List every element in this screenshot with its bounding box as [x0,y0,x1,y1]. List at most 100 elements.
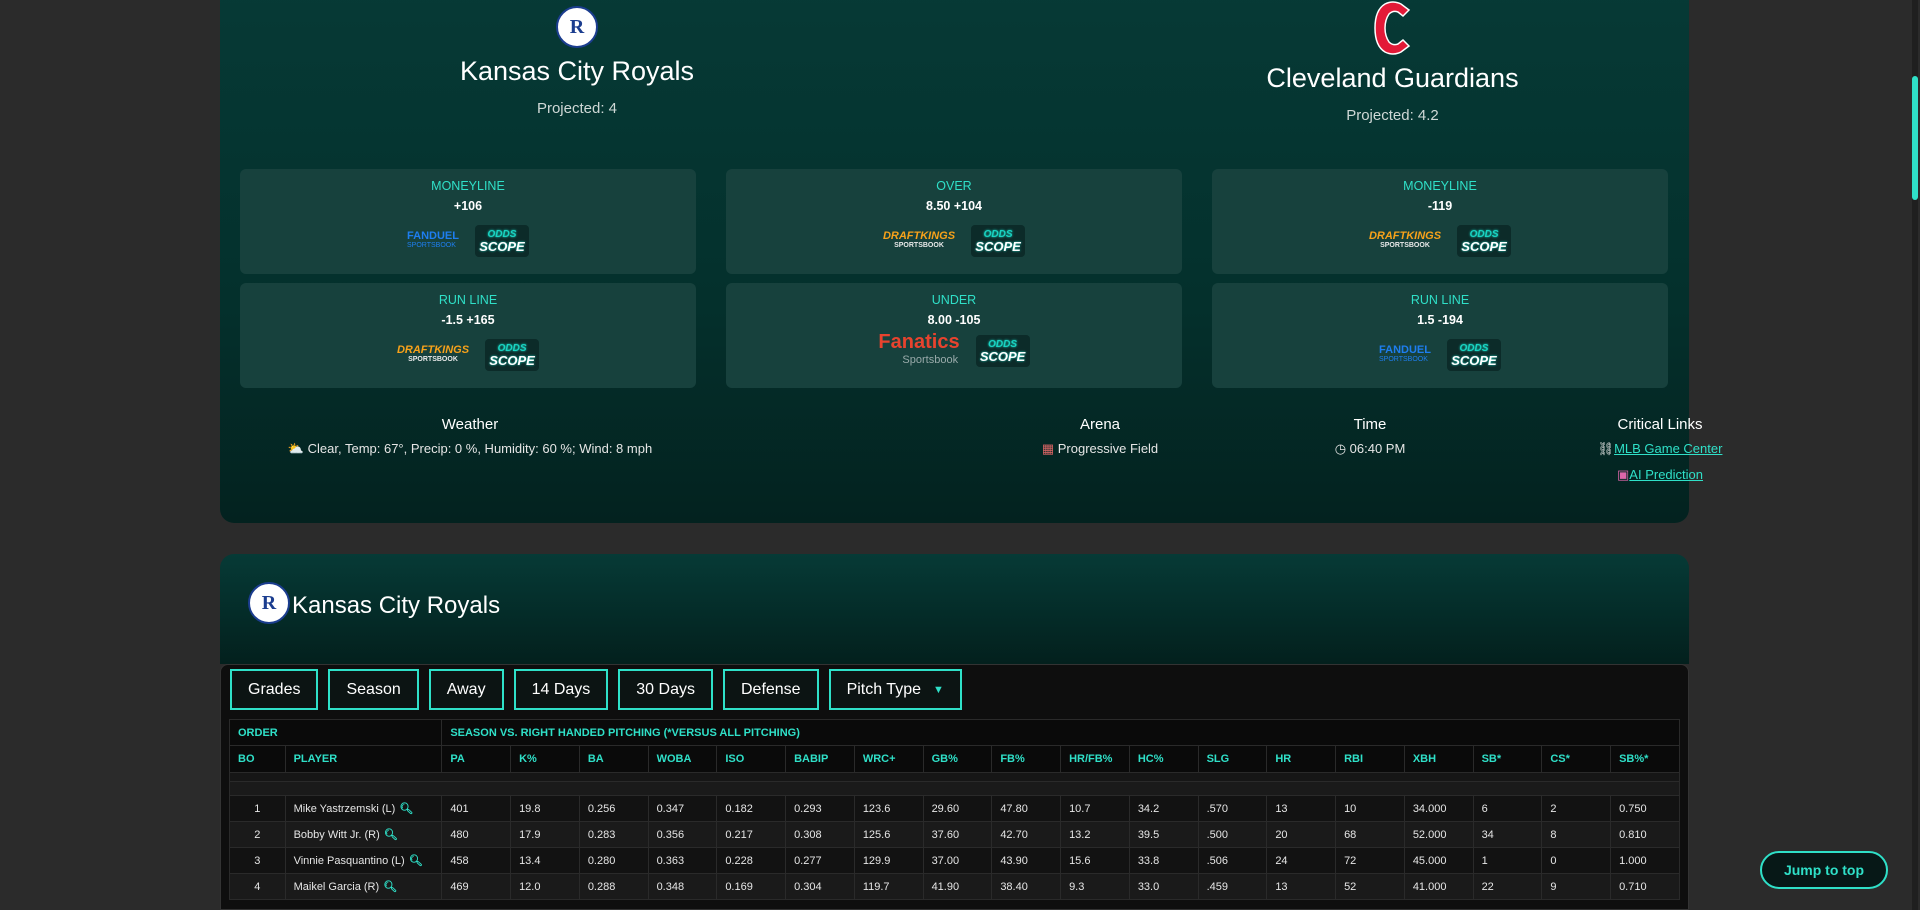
stat-cell: 37.00 [922,847,993,874]
royals-logo-icon: R [556,6,598,48]
fanduel-logo[interactable]: FANDUEL SPORTSBOOK [1379,344,1431,364]
stat-cell: 13.4 [510,847,580,874]
stat-cell: 13 [1266,873,1337,900]
table-row[interactable]: 4 Maikel Garcia (R) 🔍︎ 469 12.0 0.288 0.348 0.1… [229,873,1680,900]
stat-cell: 0.293 [785,795,855,822]
column-header[interactable]: HR/FB% [1060,745,1130,773]
mlb-game-center-link[interactable]: MLB Game Center [1614,441,1723,456]
stat-cell: 0.228 [716,847,787,874]
search-icon[interactable]: 🔍︎ [399,803,414,815]
column-header[interactable]: SB%* [1610,745,1680,773]
stadium-icon: ▦ [1041,441,1055,456]
batting-order-cell: 3 [229,847,286,874]
tab-defense[interactable]: Defense [722,669,819,710]
player-cell[interactable]: Bobby Witt Jr. (R) 🔍︎ [284,821,443,848]
odds-value: 8.50 +104 [926,199,982,213]
player-cell[interactable]: Vinnie Pasquantino (L) 🔍︎ [284,847,443,874]
odds-card-away-moneyline: MONEYLINE +106 FANDUEL SPORTSBOOK ODDS SCO… [240,169,696,274]
column-header[interactable]: RBI [1335,745,1405,773]
stat-cell: 8 [1541,821,1612,848]
table-row[interactable]: 2 Bobby Witt Jr. (R) 🔍︎ 480 17.9 0.283 0.356 0.… [229,821,1680,848]
tab-away[interactable]: Away [428,669,504,710]
table-row[interactable]: 1 Mike Yastrzemski (L) 🔍︎ 401 19.8 0.256 0.347… [229,795,1680,822]
odds-value: 1.5 -194 [1417,313,1463,327]
column-header[interactable]: WOBA [647,745,718,773]
tab-14-days[interactable]: 14 Days [513,669,609,710]
column-header[interactable]: FB% [991,745,1062,773]
stat-cell: 1.000 [1610,847,1680,874]
draftkings-logo[interactable]: DRAFTKINGS SPORTSBOOK [1368,230,1442,250]
column-header[interactable]: GB% [922,745,993,773]
oddsscope-logo[interactable]: ODDS SCOPE [975,335,1030,367]
column-header[interactable]: PLAYER [284,745,443,773]
column-header[interactable]: XBH [1403,745,1474,773]
arena-block: Arena ▦ Progressive Field [1000,416,1200,457]
stat-cell: 72 [1335,847,1405,874]
robot-icon: ▣ [1617,467,1630,482]
column-header[interactable]: ISO [716,745,787,773]
stat-cell: 0.217 [716,821,787,848]
stat-cell: 0.283 [578,821,649,848]
player-cell[interactable]: Mike Yastrzemski (L) 🔍︎ [284,795,443,822]
oddsscope-logo[interactable]: ODDS SCOPE [474,225,529,257]
odds-card-under: UNDER 8.00 -105 Fanatics Sportsbook ODDS S… [726,283,1182,388]
column-header[interactable]: WRC+ [853,745,924,773]
stat-cell: .570 [1197,795,1268,822]
links-block: Critical Links ⛓MLB Game Center ▣AI Pred… [1580,416,1740,483]
link-icon: ⛓ [1597,441,1615,456]
stat-cell: 68 [1335,821,1405,848]
draftkings-logo[interactable]: DRAFTKINGS SPORTSBOOK [882,230,956,250]
column-header[interactable]: HC% [1128,745,1199,773]
column-header[interactable]: PA [441,745,512,773]
scrollbar-thumb[interactable] [1912,76,1918,200]
stat-cell: 0.363 [647,847,718,874]
stat-cell: 33.0 [1128,873,1199,900]
column-header[interactable]: BO [229,745,286,773]
tab-30-days[interactable]: 30 Days [618,669,713,710]
stat-cell: 33.8 [1128,847,1199,874]
oddsscope-logo[interactable]: ODDS SCOPE [971,225,1026,257]
sun-cloud-icon: ⛅ [287,441,304,456]
stat-cell: 2 [1541,795,1612,822]
column-header[interactable]: HR [1266,745,1337,773]
fanatics-logo[interactable]: Fanatics Sportsbook [878,331,960,366]
time-block: Time ◷ 06:40 PM [1300,416,1440,457]
column-header[interactable]: SLG [1197,745,1268,773]
links-heading: Critical Links [1617,416,1703,433]
odds-label: RUN LINE [1410,293,1470,307]
column-header[interactable]: K% [510,745,580,773]
draftkings-logo[interactable]: DRAFTKINGS SPORTSBOOK [396,344,470,364]
stat-cell: 0.710 [1610,873,1680,900]
page-scrollbar[interactable] [1912,0,1918,910]
stat-cell: 20 [1266,821,1337,848]
oddsscope-logo[interactable]: ODDS SCOPE [485,339,540,371]
column-header[interactable]: BA [578,745,649,773]
search-icon[interactable]: 🔍︎ [383,829,398,841]
search-icon[interactable]: 🔍︎ [408,855,423,867]
column-header[interactable]: SB* [1472,745,1543,773]
table-row[interactable]: 3 Vinnie Pasquantino (L) 🔍︎ 458 13.4 0.280 0.3… [229,847,1680,874]
column-header[interactable]: CS* [1541,745,1612,773]
stat-cell: 0.169 [716,873,787,900]
ai-prediction-link[interactable]: AI Prediction [1629,467,1703,482]
stat-cell: 0.308 [785,821,855,848]
player-cell[interactable]: Maikel Garcia (R) 🔍︎ [284,873,443,900]
fanduel-logo[interactable]: FANDUEL SPORTSBOOK [407,230,459,250]
home-projected: Projected: 4.2 [1346,107,1439,124]
column-header[interactable]: BABIP [785,745,855,773]
stat-cell: 125.6 [853,821,924,848]
tab-season[interactable]: Season [328,669,419,710]
jump-to-top-button[interactable]: Jump to top [1760,851,1888,889]
tab-grades[interactable]: Grades [230,669,319,710]
weather-block: Weather ⛅ Clear, Temp: 67°, Precip: 0 %,… [280,416,660,457]
tab-pitch-type[interactable]: Pitch Type ▼ [828,669,962,710]
stat-cell: .506 [1197,847,1268,874]
stat-cell: 38.40 [991,873,1062,900]
weather-heading: Weather [441,416,499,433]
oddsscope-logo[interactable]: ODDS SCOPE [1446,339,1501,371]
search-icon[interactable]: 🔍︎ [383,881,398,893]
arena-heading: Arena [1079,416,1121,433]
game-card: R Kansas City Royals Projected: 4 Clevel… [220,0,1722,523]
stat-cell: 39.5 [1128,821,1199,848]
oddsscope-logo[interactable]: ODDS SCOPE [1457,225,1512,257]
